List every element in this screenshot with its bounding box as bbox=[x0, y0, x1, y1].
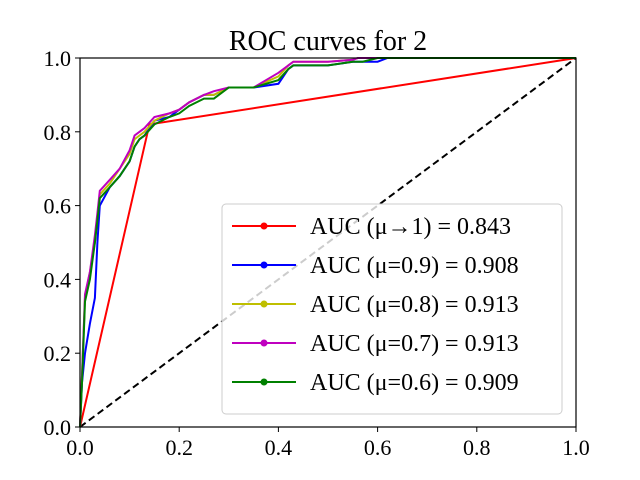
roc-series-line-1 bbox=[79, 57, 577, 428]
y-tick-label: 0.4 bbox=[44, 267, 72, 292]
x-tick-label: 0.8 bbox=[463, 435, 491, 460]
axis-ticks: 0.0 0.2 0.4 0.6 0.8 1.0 0.0 0.2 0.4 0.6 0.8 1.0 bbox=[44, 46, 590, 460]
x-tick-label: 0.6 bbox=[364, 435, 392, 460]
y-tick-label: 0.0 bbox=[44, 415, 72, 440]
axes-frame bbox=[79, 57, 577, 428]
legend-marker-4 bbox=[260, 339, 268, 347]
y-tick-label: 0.2 bbox=[44, 341, 72, 366]
x-tick-label: 1.0 bbox=[562, 435, 590, 460]
y-tick-label: 0.6 bbox=[44, 194, 72, 219]
roc-series-line-5 bbox=[79, 57, 576, 428]
x-tick-label: 0.2 bbox=[165, 435, 193, 460]
legend-label-3: AUC (μ=0.8) = 0.913 bbox=[310, 292, 519, 318]
legend-label-4: AUC (μ=0.7) = 0.913 bbox=[310, 331, 519, 357]
y-tick-label: 1.0 bbox=[44, 46, 72, 71]
legend-marker-2 bbox=[260, 261, 268, 269]
legend-marker-1 bbox=[260, 222, 268, 230]
legend-marker-5 bbox=[260, 378, 268, 386]
legend-box bbox=[221, 203, 563, 415]
legend-label-2: AUC (μ=0.9) = 0.908 bbox=[310, 253, 519, 279]
y-tick-label: 0.8 bbox=[44, 120, 72, 145]
legend: AUC (μ→1) = 0.843 AUC (μ=0.9) = 0.908 AUC … bbox=[221, 203, 563, 415]
legend-label-5: AUC (μ=0.6) = 0.909 bbox=[310, 370, 519, 396]
x-tick-label: 0.4 bbox=[265, 435, 293, 460]
legend-label-1: AUC (μ→1) = 0.843 bbox=[310, 214, 511, 240]
x-tick-label: 0.0 bbox=[66, 435, 94, 460]
chart-title: ROC curves for 2 bbox=[229, 26, 427, 57]
legend-marker-3 bbox=[260, 300, 268, 308]
